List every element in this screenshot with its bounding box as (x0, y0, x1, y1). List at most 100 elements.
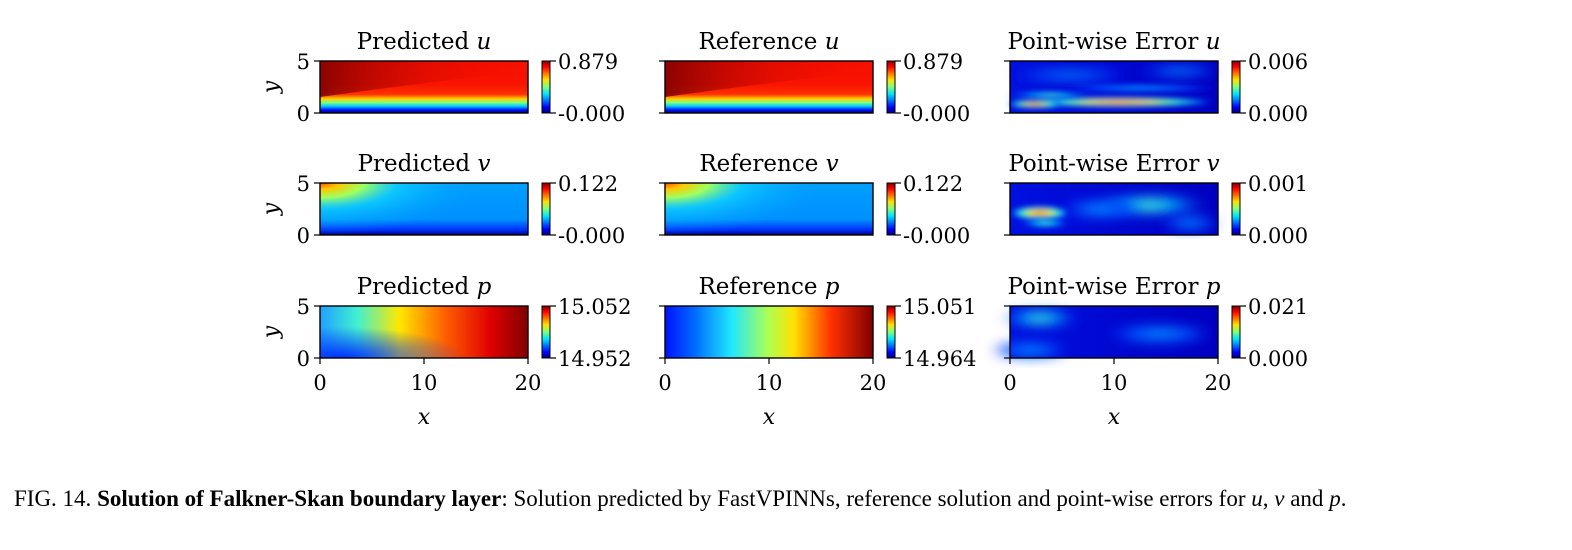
error-hotspot (1160, 215, 1220, 231)
field-image (665, 61, 873, 113)
panel-title-variable: u (825, 29, 840, 55)
colorbar-max-label: 15.051 (903, 295, 976, 319)
colorbar-gradient (1231, 182, 1241, 236)
panel-error-p: Point-wise Error p 0 10 20 x 0.021 0.000 (990, 274, 1308, 430)
panel-title-prefix: Point-wise Error (1007, 29, 1205, 55)
panel-title: Predicted p (357, 274, 492, 300)
field-image (320, 183, 528, 235)
panel-title: Reference p (698, 274, 839, 300)
error-hotspot (1105, 324, 1215, 344)
x-tick-label: 20 (515, 371, 542, 395)
panel-title-prefix: Reference (699, 151, 825, 177)
colorbar-gradient (1231, 305, 1241, 359)
field-frame (664, 60, 874, 114)
colorbar: 0.879 -0.000 (886, 50, 970, 126)
colorbar-gradient (541, 305, 551, 359)
field-freestream (320, 61, 528, 97)
colorbar-min-label: 14.964 (903, 347, 976, 371)
colorbar: 0.001 0.000 (1231, 172, 1308, 248)
x-tick-label: 20 (860, 371, 887, 395)
error-hotspot (1025, 97, 1215, 107)
panel-title: Reference v (699, 151, 838, 177)
colorbar: 15.052 14.952 (541, 295, 631, 371)
panel-title-prefix: Predicted (357, 274, 477, 300)
panel-title-variable: u (1206, 29, 1221, 55)
x-tick-label: 20 (1205, 371, 1232, 395)
x-axis-label: x (1108, 405, 1121, 430)
panel-error-u: Point-wise Error u 0.006 0.000 (1004, 29, 1308, 126)
field-image (665, 183, 873, 235)
panel-title-variable: u (477, 29, 492, 55)
panel-title-variable: p (1206, 274, 1221, 300)
colorbar-max-label: 0.006 (1248, 50, 1308, 74)
error-hotspot (1010, 69, 1130, 81)
field-clip (665, 306, 873, 358)
y-tick-label-bottom: 0 (297, 347, 310, 371)
field-image (665, 306, 873, 358)
colorbar-gradient (886, 305, 896, 359)
panel-predicted-v: Predicted v 5 0y 0.122 -0.000 (259, 151, 625, 248)
field-frame (319, 182, 529, 236)
y-tick-label-bottom: 0 (297, 102, 310, 126)
colorbar-max-label: 0.001 (1248, 172, 1308, 196)
y-axis-label: y (259, 202, 284, 216)
panel-title: Predicted v (358, 151, 491, 177)
x-axis-label: x (763, 405, 776, 430)
field-frame (319, 60, 529, 114)
field-background (665, 306, 873, 358)
x-tick-label: 10 (411, 371, 438, 395)
colorbar-min-label: -0.000 (558, 102, 625, 126)
error-hotspot (1060, 199, 1140, 219)
colorbar-max-label: 0.122 (558, 172, 618, 196)
caption-var-u: u (1251, 486, 1263, 511)
error-hotspot (1010, 206, 1070, 220)
panel-title-prefix: Predicted (358, 151, 478, 177)
error-hotspot (1140, 65, 1220, 77)
x-tick-label: 0 (658, 371, 671, 395)
field-image (990, 306, 1218, 359)
panel-title: Predicted u (357, 29, 492, 55)
colorbar-max-label: 0.021 (1248, 295, 1308, 319)
caption-title: Solution of Falkner-Skan boundary layer (97, 486, 502, 511)
field-low-spot (320, 306, 528, 358)
error-hotspot (1007, 100, 1063, 108)
y-tick-label-top: 5 (297, 172, 310, 196)
panel-title-variable: v (477, 151, 490, 177)
colorbar-max-label: 0.122 (903, 172, 963, 196)
error-hotspot (990, 341, 1070, 359)
figure-caption: FIG. 14. Solution of Falkner-Skan bounda… (14, 482, 1562, 515)
colorbar-min-label: -0.000 (903, 224, 970, 248)
colorbar-min-label: 0.000 (1248, 347, 1308, 371)
panel-reference-p: Reference p 0 10 20 x 15.051 14.964 (658, 274, 976, 430)
panel-title-variable: p (825, 274, 840, 300)
x-tick-label: 10 (1101, 371, 1128, 395)
colorbar-gradient (541, 182, 551, 236)
panel-title: Point-wise Error u (1007, 29, 1220, 55)
field-leading-edge (665, 183, 821, 235)
panel-title-prefix: Predicted (357, 29, 477, 55)
x-tick-label: 0 (313, 371, 326, 395)
colorbar: 0.122 -0.000 (541, 172, 625, 248)
panel-title: Point-wise Error v (1008, 151, 1219, 177)
x-tick-label: 0 (1003, 371, 1016, 395)
colorbar-gradient (886, 60, 896, 114)
y-tick-label-bottom: 0 (297, 224, 310, 248)
field-image (1010, 183, 1220, 235)
colorbar-min-label: 14.952 (558, 347, 631, 371)
colorbar-gradient (541, 60, 551, 114)
colorbar-gradient (886, 182, 896, 236)
colorbar: 0.122 -0.000 (886, 172, 970, 248)
panel-title-variable: p (477, 274, 492, 300)
panel-title-prefix: Reference (698, 274, 824, 300)
colorbar-min-label: -0.000 (903, 102, 970, 126)
field-image (1005, 61, 1220, 113)
colorbar-max-label: 15.052 (558, 295, 631, 319)
colorbar-min-label: 0.000 (1248, 102, 1308, 126)
y-tick-label-top: 5 (297, 295, 310, 319)
field-frame (664, 182, 874, 236)
error-hotspot (1005, 91, 1095, 99)
panel-title-variable: v (1207, 151, 1220, 177)
panel-title: Point-wise Error p (1007, 274, 1220, 300)
